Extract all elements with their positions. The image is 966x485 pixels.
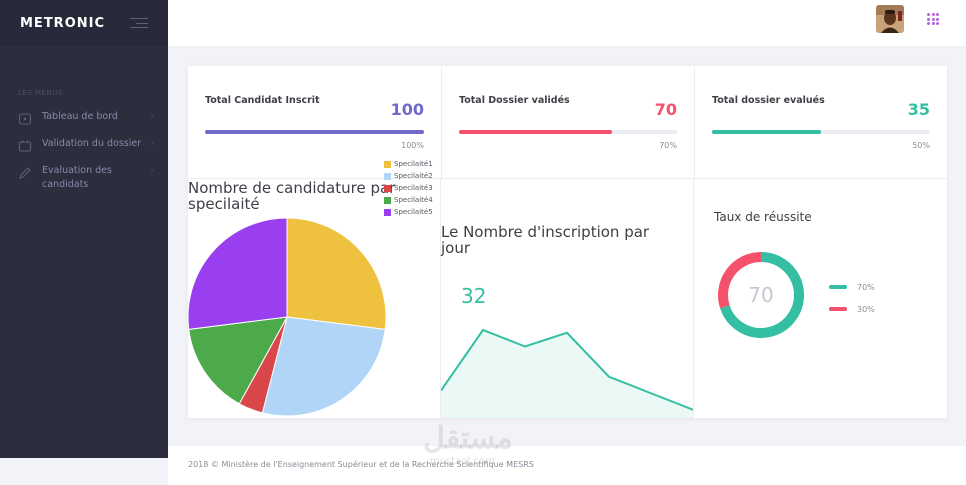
legend-item: Specilaité2 xyxy=(384,170,433,182)
stat-title: Total Candidat Inscrit xyxy=(205,95,320,106)
sidebar-item-label: Validation du dossier xyxy=(42,138,142,149)
chevron-right-icon: › xyxy=(150,139,154,149)
menu-section-label: LES MENUS xyxy=(18,89,63,97)
legend-item: 70% xyxy=(829,276,875,298)
legend-label: 30% xyxy=(857,304,875,314)
chevron-right-icon: › xyxy=(150,112,154,122)
donut-chart-legend: 70% 30% xyxy=(829,276,875,320)
footer-copyright: 2018 © Ministère de l'Enseignement Supér… xyxy=(188,460,534,469)
legend-item: Specilaité3 xyxy=(384,182,433,194)
legend-item: 30% xyxy=(829,298,875,320)
line-chart-title: Le Nombre d'inscription par jour xyxy=(441,224,649,256)
progress-fill xyxy=(205,130,424,134)
donut-chart: 70 xyxy=(718,252,804,338)
footer: 2018 © Ministère de l'Enseignement Supér… xyxy=(168,446,966,485)
divider xyxy=(440,178,441,418)
pie-chart-title: Nombre de candidature par specilaité xyxy=(188,180,395,212)
donut-segment[interactable] xyxy=(718,252,762,309)
progress-fill xyxy=(712,130,821,134)
watermark-logo: مستقل xyxy=(423,421,513,456)
legend-swatch xyxy=(384,184,391,192)
legend-swatch xyxy=(384,172,391,180)
donut-center-value: 70 xyxy=(748,283,773,307)
inscriptions-count: 32 xyxy=(461,284,487,308)
legend-swatch xyxy=(384,196,391,204)
sidebar: METRONIC LES MENUS Tableau de bord › Val… xyxy=(0,0,168,458)
stat-percent: 100% xyxy=(401,141,424,150)
legend-item: Specilaité4 xyxy=(384,194,433,206)
pencil-icon xyxy=(19,167,31,179)
avatar-image xyxy=(876,5,904,33)
progress-bar xyxy=(205,130,424,134)
sidebar-menu: Tableau de bord › Validation du dossier … xyxy=(0,110,168,203)
stat-value: 100 xyxy=(390,100,424,119)
legend-swatch xyxy=(384,160,391,168)
pie-slice[interactable] xyxy=(187,217,288,330)
legend-swatch xyxy=(829,307,847,311)
progress-bar xyxy=(459,130,677,134)
stat-value: 35 xyxy=(907,100,930,119)
legend-label: Specilaité1 xyxy=(394,160,433,168)
legend-label: Specilaité4 xyxy=(394,196,433,204)
area-fill xyxy=(441,330,693,418)
sidebar-item-tableau-de-bord[interactable]: Tableau de bord › xyxy=(0,110,168,126)
apps-grid-icon[interactable] xyxy=(927,13,939,25)
legend-label: Specilaité2 xyxy=(394,172,433,180)
legend-label: Specilaité3 xyxy=(394,184,433,192)
legend-swatch xyxy=(384,208,391,216)
donut-segment[interactable] xyxy=(720,252,804,338)
pie-chart xyxy=(187,217,387,417)
folder-icon xyxy=(18,140,32,152)
sidebar-item-label: Evaluation des candidats xyxy=(42,165,112,190)
sidebar-item-evaluation-des-candidats[interactable]: Evaluation des candidats › xyxy=(0,164,168,192)
legend-swatch xyxy=(829,285,847,289)
progress-bar xyxy=(712,130,930,134)
stat-card-dossiers-evalues: Total dossier evalués 35 50% xyxy=(694,66,947,178)
divider xyxy=(693,178,694,418)
chevron-right-icon: › xyxy=(150,166,154,176)
area-chart xyxy=(441,328,693,418)
pie-chart-legend: Specilaité1 Specilaité2 Specilaité3 Specila… xyxy=(384,158,433,218)
watermark-url: mostaql.com xyxy=(430,456,495,467)
stat-title: Total dossier evalués xyxy=(712,95,825,106)
stat-percent: 50% xyxy=(912,141,930,150)
user-avatar[interactable] xyxy=(876,5,904,33)
sidebar-item-label: Tableau de bord xyxy=(42,111,118,122)
divider xyxy=(188,178,947,179)
line-chart-title-line1: Le Nombre d'inscription par xyxy=(441,223,650,241)
legend-label: Specilaité5 xyxy=(394,208,433,216)
line-chart-title-line2: jour xyxy=(441,239,471,257)
pie-chart-title-line2: specilaité xyxy=(188,195,260,213)
legend-item: Specilaité1 xyxy=(384,158,433,170)
brand-logo[interactable]: METRONIC xyxy=(20,15,106,31)
top-bar xyxy=(168,0,966,46)
menu-toggle-icon[interactable] xyxy=(130,18,148,28)
legend-label: 70% xyxy=(857,282,875,292)
progress-fill xyxy=(459,130,612,134)
stat-card-candidats: Total Candidat Inscrit 100 100% xyxy=(188,66,441,178)
pie-slice[interactable] xyxy=(188,316,288,405)
pie-slice[interactable] xyxy=(261,316,386,417)
sidebar-item-validation-du-dossier[interactable]: Validation du dossier › xyxy=(0,137,168,153)
donut-chart-title: Taux de réussite xyxy=(714,210,812,224)
pie-chart-title-line1: Nombre de candidature par xyxy=(188,179,396,197)
stat-card-dossiers-valides: Total Dossier validés 70 70% xyxy=(441,66,694,178)
stat-title: Total Dossier validés xyxy=(459,95,570,106)
pie-slice[interactable] xyxy=(286,217,387,330)
legend-item: Specilaité5 xyxy=(384,206,433,218)
stat-value: 70 xyxy=(654,100,677,119)
brand-bar: METRONIC xyxy=(0,0,168,46)
stat-percent: 70% xyxy=(659,141,677,150)
dashboard-icon xyxy=(18,113,32,125)
